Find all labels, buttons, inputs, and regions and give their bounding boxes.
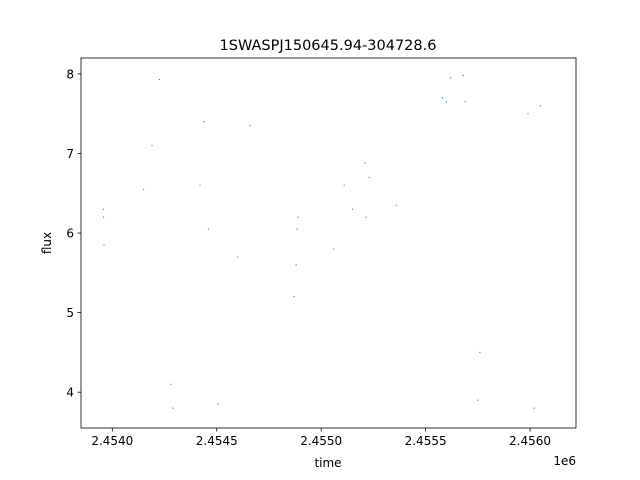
chart-title: 1SWASPJ150645.94-304728.6 xyxy=(220,38,437,54)
x-tick-label: 2.4550 xyxy=(300,434,342,448)
data-point xyxy=(102,208,104,210)
data-point xyxy=(533,407,535,409)
data-point xyxy=(295,264,297,266)
data-point xyxy=(158,78,160,81)
data-point xyxy=(172,407,174,409)
data-point xyxy=(217,403,219,405)
data-point xyxy=(343,184,345,186)
data-point xyxy=(364,162,366,164)
data-point xyxy=(441,97,443,99)
data-point xyxy=(296,228,298,230)
data-point xyxy=(477,399,479,401)
x-axis-label: time xyxy=(314,456,341,470)
data-point xyxy=(464,101,466,103)
data-point xyxy=(539,105,542,107)
data-point xyxy=(199,184,201,186)
data-point xyxy=(527,113,529,115)
y-axis-label: flux xyxy=(40,232,54,254)
data-point xyxy=(450,77,452,79)
data-point xyxy=(102,216,105,218)
y-tick-label: 7 xyxy=(66,147,74,161)
x-tick-label: 2.4560 xyxy=(509,434,551,448)
y-axis-ticks: 4 5 6 7 8 xyxy=(66,67,81,400)
data-point xyxy=(293,296,295,298)
data-point xyxy=(368,176,370,178)
y-tick-label: 8 xyxy=(66,67,74,81)
data-point xyxy=(143,188,145,190)
data-point xyxy=(249,125,251,127)
data-point xyxy=(333,248,335,250)
data-point xyxy=(351,208,354,210)
data-point xyxy=(151,144,153,147)
x-tick-label: 2.4545 xyxy=(196,434,238,448)
y-tick-label: 5 xyxy=(66,306,74,320)
axes-frame xyxy=(80,57,577,429)
data-point xyxy=(395,204,397,206)
data-point xyxy=(479,351,481,354)
data-point xyxy=(170,383,172,385)
x-axis-ticks: 2.4540 2.4545 2.4550 2.4555 2.4560 xyxy=(91,428,551,448)
data-point xyxy=(103,244,105,246)
x-tick-label: 2.4555 xyxy=(405,434,447,448)
data-point xyxy=(237,256,239,258)
data-point xyxy=(207,228,210,230)
y-tick-label: 6 xyxy=(66,227,74,241)
data-point xyxy=(445,101,448,103)
data-point xyxy=(365,216,367,218)
x-axis-offset-label: 1e6 xyxy=(553,454,576,468)
y-tick-label: 4 xyxy=(66,386,74,400)
data-point xyxy=(297,216,299,218)
scatter-points xyxy=(102,74,542,409)
data-point xyxy=(462,74,464,77)
x-tick-label: 2.4540 xyxy=(91,434,133,448)
data-point xyxy=(203,121,205,123)
